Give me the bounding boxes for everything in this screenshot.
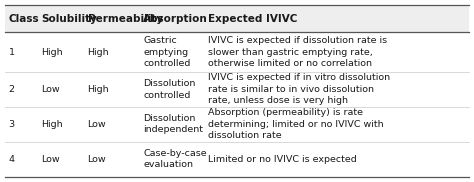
Text: High: High <box>88 85 109 94</box>
Text: Dissolution
independent: Dissolution independent <box>143 114 203 134</box>
Text: Class: Class <box>9 14 39 24</box>
Bar <box>5 5 469 32</box>
Text: 4: 4 <box>9 155 15 164</box>
Text: Expected IVIVC: Expected IVIVC <box>208 14 298 24</box>
Text: Low: Low <box>88 120 106 129</box>
Text: IVIVC is expected if dissolution rate is
slower than gastric emptying rate,
othe: IVIVC is expected if dissolution rate is… <box>208 36 387 68</box>
Text: 1: 1 <box>9 48 15 57</box>
Text: Low: Low <box>41 85 60 94</box>
Text: Low: Low <box>88 155 106 164</box>
Text: Gastric
emptying
controlled: Gastric emptying controlled <box>143 36 191 68</box>
Text: Dissolution
controlled: Dissolution controlled <box>143 79 196 100</box>
Text: 3: 3 <box>9 120 15 129</box>
Text: Low: Low <box>41 155 60 164</box>
Text: High: High <box>41 120 63 129</box>
Text: IVIVC is expected if in vitro dissolution
rate is similar to in vivo dissolution: IVIVC is expected if in vitro dissolutio… <box>208 74 391 105</box>
Text: 2: 2 <box>9 85 15 94</box>
Text: Permeability: Permeability <box>88 14 163 24</box>
Text: Solubility: Solubility <box>41 14 97 24</box>
Text: High: High <box>88 48 109 57</box>
Text: High: High <box>41 48 63 57</box>
Text: Absorption (permeability) is rate
determining; limited or no IVIVC with
dissolut: Absorption (permeability) is rate determ… <box>208 108 384 140</box>
Text: Absorption: Absorption <box>143 14 208 24</box>
Text: Limited or no IVIVC is expected: Limited or no IVIVC is expected <box>208 155 357 164</box>
Text: Case-by-case
evaluation: Case-by-case evaluation <box>143 149 207 169</box>
